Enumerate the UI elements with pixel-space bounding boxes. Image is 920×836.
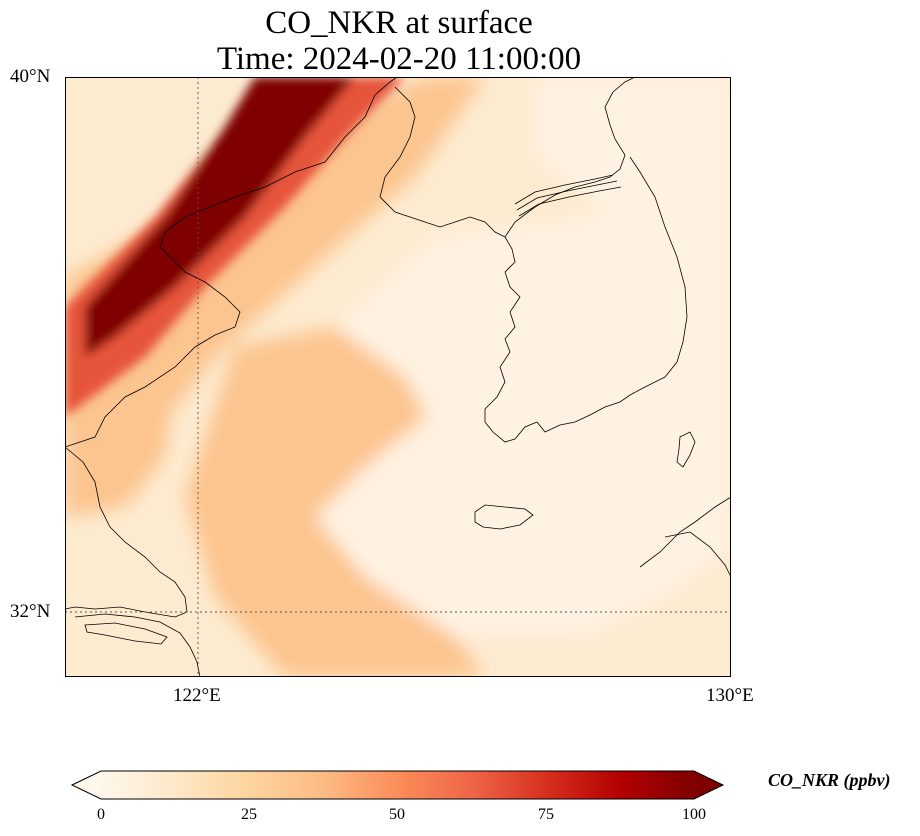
coastline-dmz-border xyxy=(514,174,614,205)
coastline-dmz-border-2 xyxy=(516,180,618,211)
low-concentration-north-region xyxy=(535,77,731,277)
coastline-kyushu xyxy=(664,531,731,578)
colorbar-tick-100: 100 xyxy=(682,806,706,823)
graticule xyxy=(65,77,731,677)
map-time-subtitle: Time: 2024-02-20 11:00:00 xyxy=(216,41,582,77)
coastline-tsushima xyxy=(676,431,696,468)
coastline-dmz-border-3 xyxy=(518,186,622,217)
coastline-west-north xyxy=(65,77,398,448)
lon-label-122e: 122°E xyxy=(173,685,221,706)
map-border xyxy=(65,77,731,677)
lat-label-32n: 32°N xyxy=(10,601,51,622)
coastline-chongming-island xyxy=(84,622,168,645)
colorbar-tick-0: 0 xyxy=(97,806,105,823)
colorbar-tick-75: 75 xyxy=(538,806,554,823)
concentration-map xyxy=(65,77,731,677)
mid-concentration-plume xyxy=(185,327,485,677)
coastline-jeju-island xyxy=(474,504,534,530)
map-title: CO_NKR at surface xyxy=(265,5,533,41)
colorbar-extend-max xyxy=(694,771,723,799)
high-concentration-band xyxy=(65,77,405,417)
coastline-bohai-north-korea xyxy=(379,77,636,238)
coastline-yellow-sea-west xyxy=(65,446,188,618)
colorbar-outline xyxy=(70,770,725,800)
lon-label-130e: 130°E xyxy=(706,685,754,706)
colorbar-tick-25: 25 xyxy=(241,806,257,823)
colorbar-label: CO_NKR (ppbv) xyxy=(768,770,891,790)
map-panel xyxy=(65,77,731,677)
coastline-yangtze-delta xyxy=(74,613,201,677)
colorbar-tick-50: 50 xyxy=(389,806,405,823)
coastline-kyushu-north xyxy=(639,496,731,568)
lat-label-40n: 40°N xyxy=(10,66,51,87)
peak-concentration-core xyxy=(85,77,355,357)
colorbar xyxy=(101,771,694,799)
coastline-korean-peninsula xyxy=(484,156,688,443)
low-concentration-region xyxy=(315,197,731,637)
colorbar-extend-min xyxy=(72,771,101,799)
coastlines xyxy=(65,77,731,677)
